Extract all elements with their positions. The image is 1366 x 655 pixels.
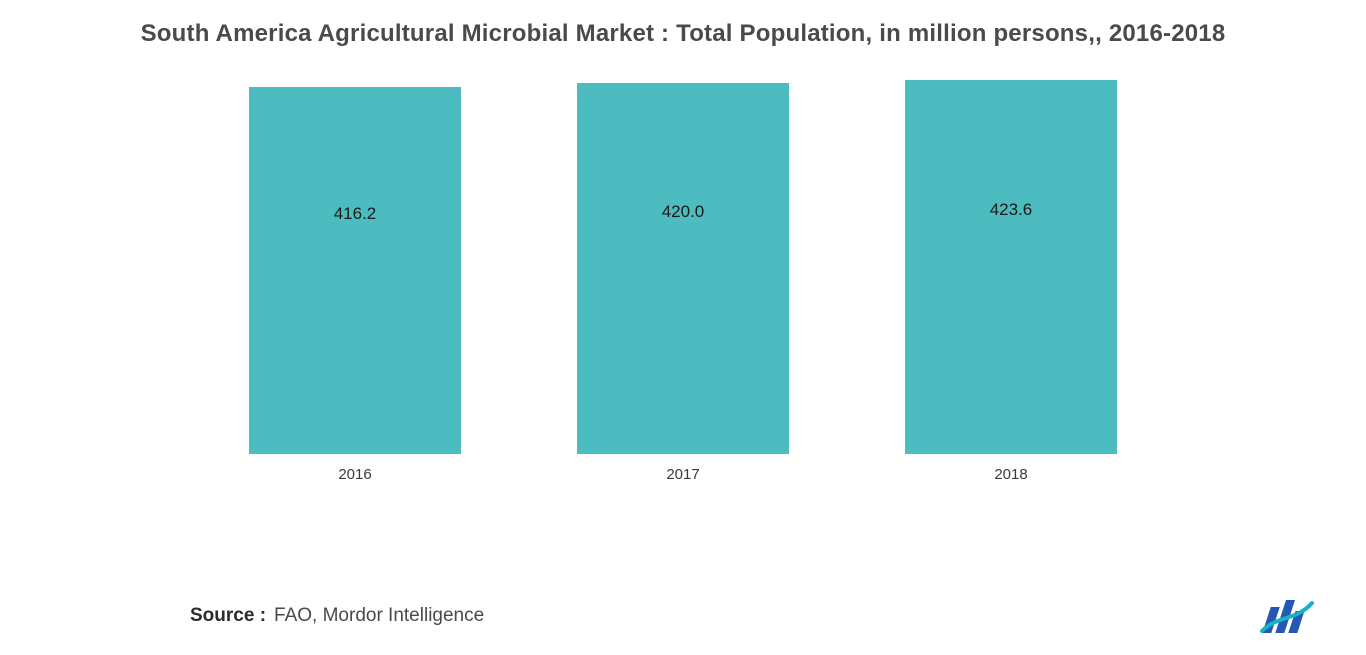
bar-group: 416.2 — [249, 74, 461, 454]
bar-2017: 420.0 — [577, 83, 789, 454]
source-label: Source : — [190, 605, 266, 627]
bar-2018: 423.6 — [905, 80, 1117, 454]
bar-group: 420.0 — [577, 74, 789, 454]
bar-value-label: 416.2 — [249, 204, 461, 224]
x-axis-label: 2016 — [249, 466, 461, 483]
x-axis-label: 2017 — [577, 466, 789, 483]
bar-value-label: 420.0 — [577, 202, 789, 222]
x-axis-labels: 2016 2017 2018 — [133, 466, 1233, 483]
source-text: FAO, Mordor Intelligence — [274, 605, 484, 627]
chart-title: South America Agricultural Microbial Mar… — [0, 0, 1366, 50]
bar-2016: 416.2 — [249, 87, 461, 455]
bar-value-label: 423.6 — [905, 200, 1117, 220]
x-axis-label: 2018 — [905, 466, 1117, 483]
source-line: Source : FAO, Mordor Intelligence — [190, 605, 484, 627]
bar-chart: 416.2 420.0 423.6 2016 2017 2018 — [133, 74, 1233, 494]
plot-area: 416.2 420.0 423.6 — [133, 74, 1233, 454]
mordor-intelligence-logo-icon — [1260, 597, 1318, 635]
bar-group: 423.6 — [905, 74, 1117, 454]
